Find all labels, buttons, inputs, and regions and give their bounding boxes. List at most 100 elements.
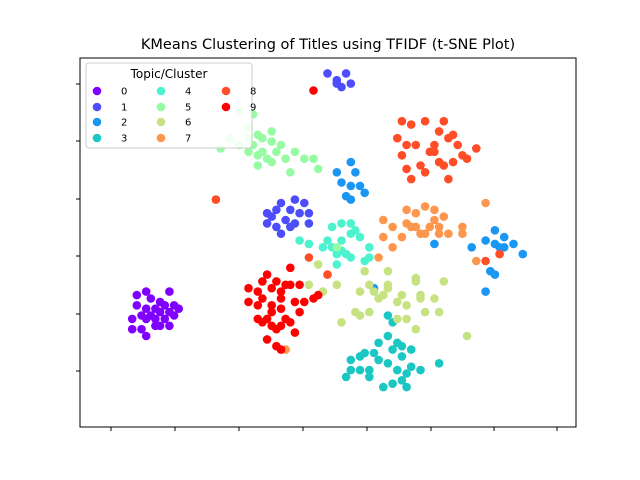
point-cluster-6-0	[360, 266, 370, 276]
point-cluster-3-11	[346, 355, 356, 365]
point-cluster-2-14	[495, 243, 504, 252]
point-cluster-4-16	[332, 249, 342, 259]
legend-label-1: 1	[121, 103, 127, 114]
point-cluster-8-18	[416, 161, 425, 170]
point-cluster-4-17	[360, 256, 370, 266]
legend-entry-9: 9	[221, 102, 256, 114]
point-cluster-6-8	[379, 290, 388, 300]
point-cluster-8-30	[323, 270, 332, 279]
point-cluster-0-5	[132, 301, 142, 310]
point-cluster-8-26	[211, 195, 221, 204]
point-cluster-1-5	[332, 79, 342, 88]
point-cluster-8-29	[304, 253, 314, 262]
point-cluster-8-7	[430, 140, 439, 150]
point-cluster-6-16	[393, 297, 402, 307]
point-cluster-2-10	[499, 232, 509, 242]
point-cluster-8-6	[448, 130, 458, 140]
point-cluster-6-21	[439, 277, 449, 286]
point-cluster-0-24	[155, 321, 165, 331]
point-cluster-6-1	[383, 266, 393, 276]
point-cluster-9-4	[272, 277, 281, 286]
point-cluster-9-18	[267, 307, 277, 317]
point-cluster-1-8	[300, 198, 309, 208]
legend-entry-0: 0	[92, 87, 127, 98]
legend-marker-9	[221, 102, 231, 112]
point-cluster-4-6	[337, 236, 346, 245]
point-cluster-7-13	[379, 215, 388, 225]
point-cluster-9-27	[290, 328, 300, 337]
point-cluster-9-6	[295, 280, 304, 290]
point-cluster-6-23	[313, 260, 323, 269]
point-cluster-2-15	[509, 239, 518, 249]
legend-label-5: 5	[185, 103, 191, 114]
point-cluster-2-11	[481, 236, 490, 245]
point-cluster-1-20	[304, 219, 314, 228]
point-cluster-4-5	[355, 232, 365, 242]
point-cluster-8-1	[406, 120, 416, 129]
point-cluster-6-26	[337, 318, 346, 327]
point-cluster-5-21	[309, 154, 318, 163]
point-cluster-8-22	[448, 157, 458, 167]
point-cluster-9-11	[267, 301, 277, 310]
point-cluster-9-19	[276, 304, 286, 314]
point-cluster-1-10	[272, 205, 281, 215]
legend-entry-1: 1	[92, 103, 127, 114]
point-cluster-7-11	[420, 229, 430, 238]
point-cluster-3-6	[397, 341, 407, 351]
chart-title: KMeans Clustering of Titles using TFIDF …	[141, 37, 515, 53]
point-cluster-4-19	[304, 239, 314, 249]
point-cluster-5-7	[258, 133, 267, 143]
point-cluster-7-15	[444, 229, 453, 238]
legend: Topic/Cluster 0 1 2 3 4 5 6 7 8 9	[85, 62, 256, 149]
point-cluster-4-7	[318, 243, 328, 252]
point-cluster-6-13	[416, 294, 425, 303]
point-cluster-9-0	[309, 86, 318, 95]
legend-marker-6	[156, 117, 166, 127]
legend-entry-4: 4	[156, 87, 191, 98]
legend-label-0: 0	[121, 87, 127, 98]
point-cluster-6-9	[397, 290, 407, 300]
point-cluster-3-12	[355, 352, 365, 361]
point-cluster-3-10	[397, 352, 407, 361]
legend-entries: 0 1 2 3 4 5 6 7 8 9	[92, 86, 256, 145]
legend-label-4: 4	[185, 87, 191, 98]
point-cluster-6-4	[355, 287, 365, 296]
point-cluster-8-23	[462, 154, 472, 163]
point-cluster-2-9	[490, 226, 500, 235]
point-cluster-8-25	[430, 147, 439, 157]
point-cluster-5-14	[244, 147, 253, 157]
legend-entry-3: 3	[92, 134, 127, 145]
point-cluster-7-16	[458, 229, 467, 238]
point-cluster-6-11	[430, 294, 439, 303]
point-cluster-6-29	[462, 331, 472, 341]
point-cluster-9-20	[295, 307, 304, 317]
point-cluster-4-12	[346, 253, 356, 262]
legend-label-6: 6	[185, 118, 191, 129]
legend-marker-8	[221, 86, 231, 96]
point-cluster-0-18	[160, 314, 170, 324]
point-cluster-9-16	[244, 297, 253, 307]
point-cluster-1-11	[286, 205, 295, 215]
point-cluster-8-11	[453, 140, 463, 150]
legend-entry-5: 5	[156, 102, 191, 114]
legend-marker-5	[156, 102, 166, 112]
point-cluster-6-6	[383, 283, 393, 293]
point-cluster-7-5	[434, 222, 444, 232]
legend-entry-6: 6	[156, 117, 191, 129]
legend-entry-8: 8	[221, 86, 256, 98]
point-cluster-1-4	[346, 79, 356, 88]
legend-title: Topic/Cluster	[130, 67, 208, 81]
point-cluster-8-21	[444, 174, 453, 184]
point-cluster-2-3	[337, 178, 346, 187]
point-cluster-9-30	[276, 345, 286, 354]
point-cluster-9-35	[244, 283, 253, 293]
point-cluster-4-1	[346, 219, 356, 228]
point-cluster-3-27	[416, 365, 425, 375]
point-cluster-8-3	[439, 116, 449, 126]
point-cluster-7-25	[430, 205, 439, 215]
point-cluster-9-9	[276, 287, 286, 296]
point-cluster-8-8	[393, 133, 402, 143]
point-cluster-6-25	[304, 280, 314, 290]
point-cluster-9-7	[253, 287, 263, 296]
